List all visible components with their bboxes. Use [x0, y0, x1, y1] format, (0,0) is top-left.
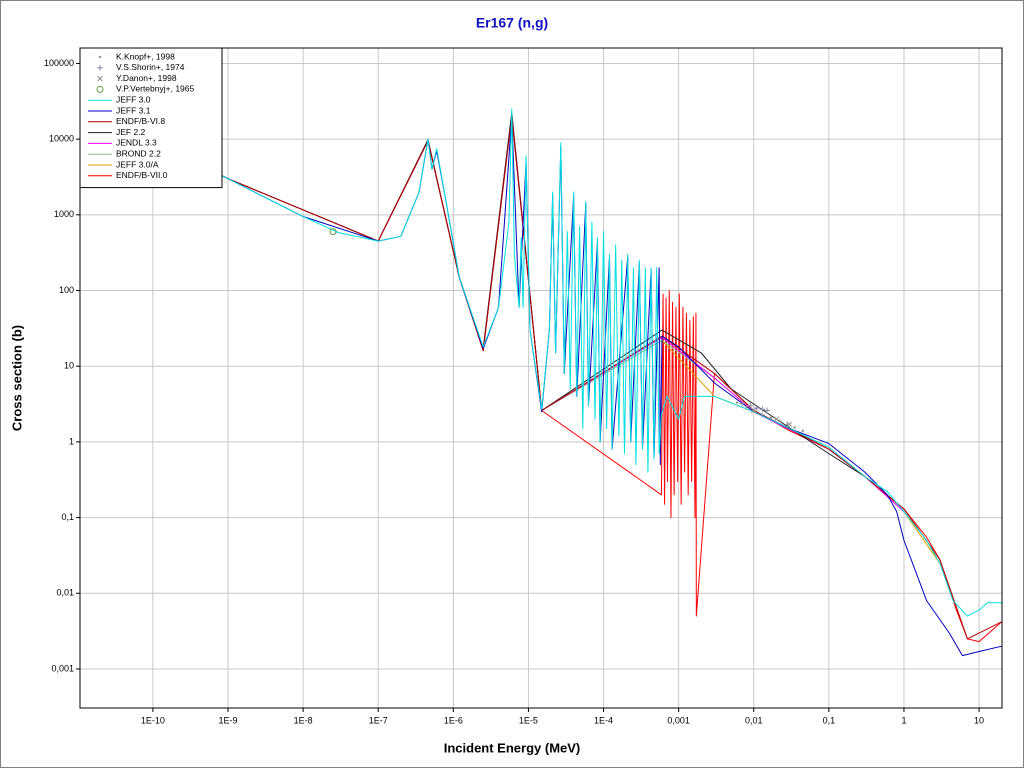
data-point: [793, 426, 796, 429]
legend-label: V.S.Shorin+, 1974: [116, 62, 185, 72]
data-point: [753, 405, 760, 412]
data-point: [769, 416, 773, 419]
x-tick-label: 1E-9: [218, 715, 237, 725]
y-tick-label: 0,001: [51, 663, 74, 673]
data-point: [773, 416, 780, 422]
y-tick-label: 1000: [54, 209, 74, 219]
legend-label: JEF 2.2: [116, 127, 146, 137]
x-tick-label: 1E-5: [519, 715, 538, 725]
x-tick-label: 10: [974, 715, 984, 725]
x-tick-label: 1E-10: [141, 715, 165, 725]
x-tick-label: 1: [901, 715, 906, 725]
y-tick-label: 1: [69, 436, 74, 446]
data-point: [759, 406, 766, 413]
data-point: [747, 402, 754, 409]
y-tick-label: 0,01: [56, 588, 74, 598]
data-point: [97, 75, 103, 82]
x-tick-label: 1E-6: [444, 715, 463, 725]
data-point: [739, 400, 746, 407]
y-tick-label: 100: [59, 285, 74, 295]
data-point: [778, 419, 781, 422]
legend-label: Y.Danon+, 1998: [116, 73, 177, 83]
y-tick-label: 10000: [49, 134, 74, 144]
legend-label: JEFF 3.1: [116, 105, 151, 115]
grid: 1E-10 1E-9 1E-8 1E-7 1E-6 1E-5 1E-4 0,001 0,01 0,…: [44, 48, 1002, 725]
y-tick-label: 0,1: [61, 512, 74, 522]
chart-title: Er167 (n,g): [476, 15, 548, 31]
plot-area: [80, 104, 1002, 657]
plot-border: [79, 47, 1003, 709]
series-line: [80, 104, 1002, 617]
data-point: [801, 429, 805, 433]
legend-label: JEFF 3.0: [116, 94, 151, 104]
data-point: [752, 409, 755, 412]
x-tick-label: 0,001: [667, 715, 690, 725]
data-point: [96, 85, 104, 93]
data-point: [786, 421, 793, 428]
y-tick-label: 10: [64, 361, 74, 371]
y-axis-label: Cross section (b): [9, 325, 24, 431]
data-point: [98, 55, 102, 59]
x-tick-label: 0,1: [823, 715, 836, 725]
data-point: [97, 64, 103, 71]
legend-label: K.Knopf+, 1998: [116, 51, 175, 61]
data-point: [745, 405, 748, 409]
data-point: [786, 423, 789, 426]
legend-label: V.P.Vertebnyj+, 1965: [116, 84, 194, 94]
x-tick-label: 1E-8: [294, 715, 313, 725]
data-point: [329, 228, 337, 236]
x-tick-label: 1E-7: [369, 715, 388, 725]
data-point: [761, 413, 764, 416]
legend-label: ENDF/B-VII.0: [116, 170, 168, 180]
legend-label: JEFF 3.0/A: [116, 159, 159, 169]
legend-label: ENDF/B-VI.8: [116, 116, 165, 126]
x-axis-label: Incident Energy (MeV): [444, 740, 581, 755]
x-tick-label: 0,01: [745, 715, 763, 725]
legend-label: BROND 2.2: [116, 148, 161, 158]
y-tick-label: 100000: [44, 58, 74, 68]
legend-label: JENDL 3.3: [116, 138, 157, 148]
x-tick-label: 1E-4: [594, 715, 613, 725]
data-point: [763, 407, 770, 414]
data-point: [735, 401, 739, 404]
legend-box: [79, 47, 223, 189]
